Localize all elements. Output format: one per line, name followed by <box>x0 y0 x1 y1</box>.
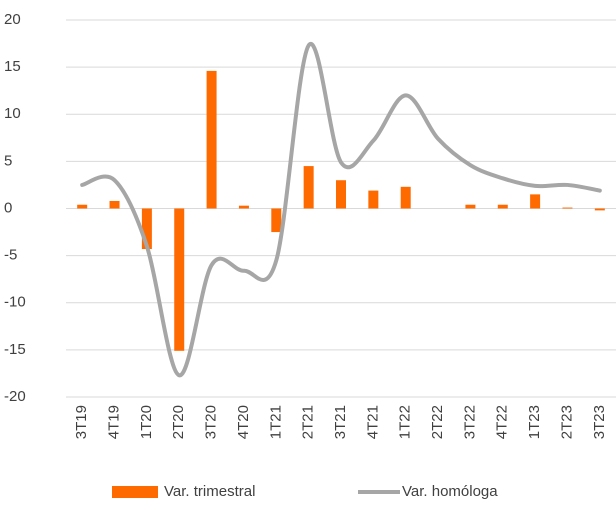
x-tick-label: 4T21 <box>364 405 381 439</box>
x-tick-label: 4T22 <box>494 405 511 439</box>
x-tick-label: 4T19 <box>105 405 122 439</box>
bar <box>174 208 185 351</box>
bar <box>271 208 282 233</box>
y-tick-label: 15 <box>4 58 21 75</box>
x-tick-label: 3T20 <box>203 405 220 439</box>
bar <box>465 204 476 209</box>
y-tick-label: -5 <box>4 247 17 264</box>
x-tick-label: 3T21 <box>332 405 349 439</box>
y-tick-label: -15 <box>4 341 26 358</box>
bar <box>562 207 573 209</box>
y-tick-label: -10 <box>4 294 26 311</box>
bar <box>336 180 346 209</box>
x-tick-label: 1T22 <box>397 405 414 439</box>
x-tick-label: 1T20 <box>138 405 155 439</box>
bar <box>206 70 217 209</box>
bar <box>303 166 314 209</box>
x-tick-label: 3T19 <box>73 405 90 439</box>
bar <box>368 190 379 209</box>
bar <box>497 204 508 209</box>
bar <box>109 200 120 209</box>
x-tick-label: 1T23 <box>526 405 543 439</box>
bar <box>400 186 411 209</box>
x-tick-label: 2T22 <box>429 405 446 439</box>
legend-label: Var. homóloga <box>402 483 498 500</box>
bar <box>141 208 152 250</box>
legend-label: Var. trimestral <box>164 483 255 500</box>
line <box>80 41 602 378</box>
bar <box>594 208 605 211</box>
y-tick-label: -20 <box>4 388 26 405</box>
x-tick-label: 2T23 <box>558 405 575 439</box>
x-tick-label: 3T22 <box>461 405 478 439</box>
y-tick-label: 10 <box>4 105 21 122</box>
x-tick-label: 4T20 <box>235 405 252 439</box>
y-tick-label: 5 <box>4 152 12 169</box>
x-tick-label: 2T20 <box>170 405 187 439</box>
legend-swatch <box>112 486 158 498</box>
bar <box>77 204 88 209</box>
x-tick-label: 3T23 <box>591 405 608 439</box>
y-tick-label: 20 <box>4 11 21 28</box>
bar <box>530 194 541 209</box>
x-tick-label: 1T21 <box>267 405 284 439</box>
bar <box>238 205 249 209</box>
x-tick-label: 2T21 <box>300 405 317 439</box>
y-tick-label: 0 <box>4 199 12 216</box>
